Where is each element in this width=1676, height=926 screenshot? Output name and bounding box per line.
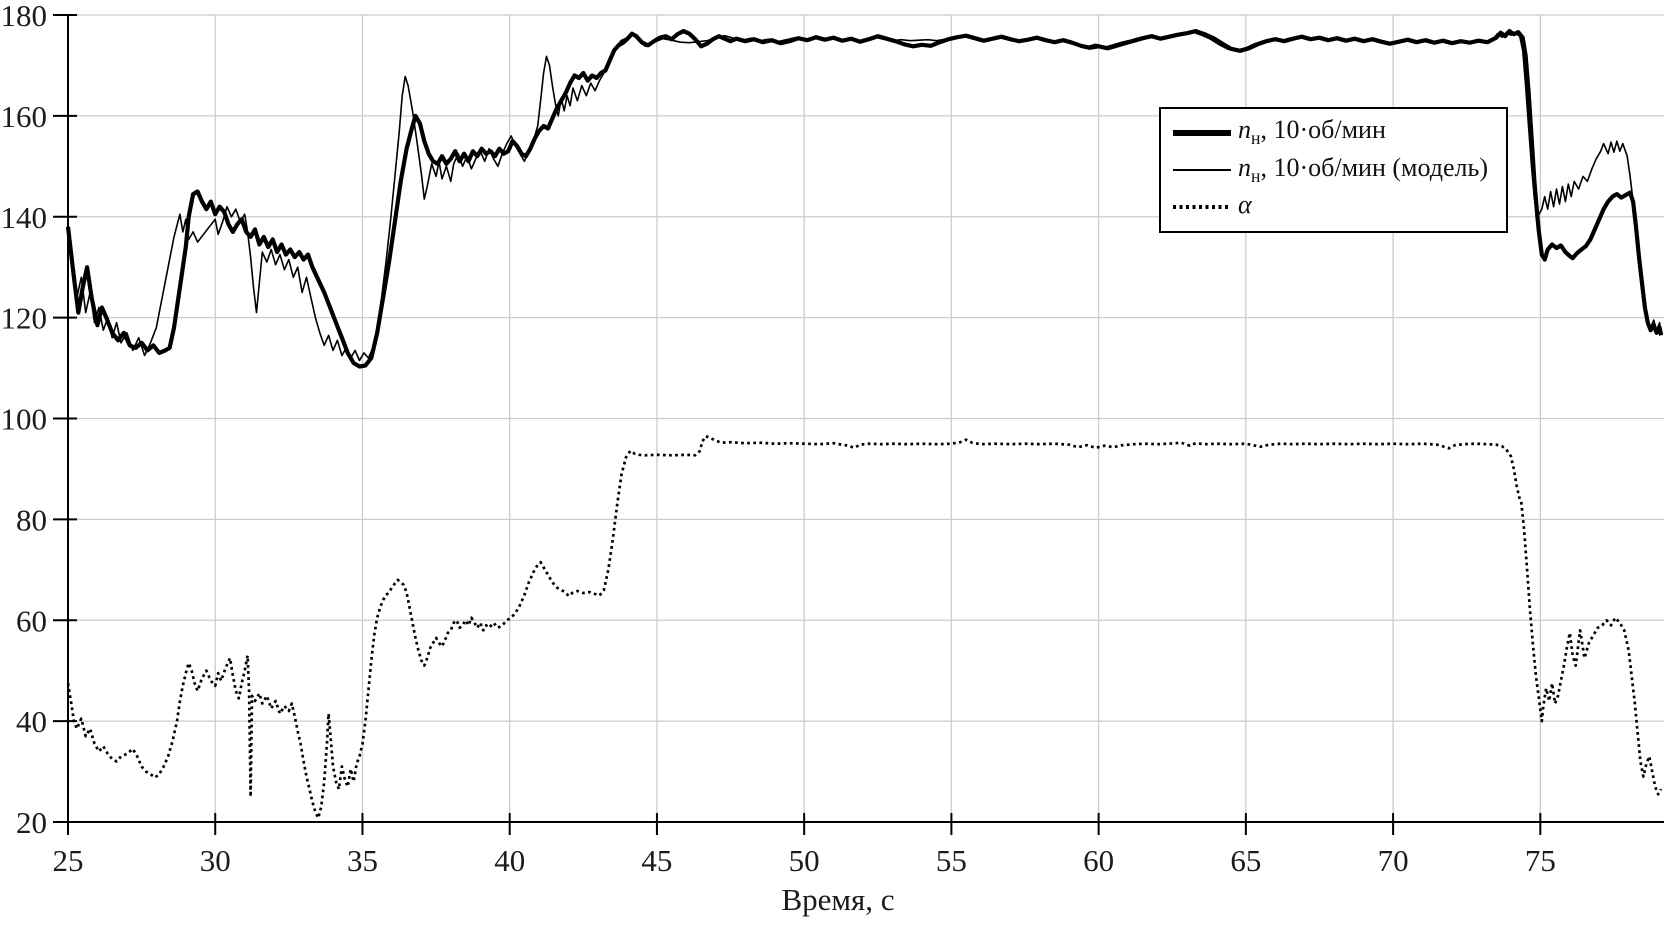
- legend-thin-line-sample: [1173, 168, 1231, 171]
- y-tick-label: 60: [16, 603, 47, 638]
- x-tick-label: 45: [641, 843, 672, 878]
- y-tick-label: 80: [16, 502, 47, 537]
- legend-item-alpha: α: [1173, 189, 1502, 223]
- y-tick-label: 140: [1, 200, 48, 235]
- legend-item-nh-model: nн, 10·об/мин (модель): [1173, 152, 1502, 186]
- y-tick-label: 20: [16, 805, 47, 840]
- x-tick-label: 70: [1378, 843, 1409, 878]
- legend-thick-line-sample: [1173, 129, 1231, 136]
- y-tick-label: 160: [1, 99, 48, 134]
- x-tick-label: 55: [936, 843, 967, 878]
- x-tick-label: 75: [1525, 843, 1556, 878]
- x-tick-label: 30: [200, 843, 231, 878]
- legend-item-nh-measured: nн, 10·об/мин: [1173, 117, 1502, 148]
- x-tick-label: 60: [1083, 843, 1114, 878]
- legend-label: nн, 10·об/мин: [1238, 115, 1386, 149]
- x-tick-label: 25: [53, 843, 84, 878]
- x-tick-label: 40: [494, 843, 525, 878]
- x-axis-title: Время, с: [781, 882, 895, 917]
- y-tick-label: 180: [1, 0, 48, 33]
- x-tick-label: 65: [1230, 843, 1261, 878]
- legend-label: nн, 10·об/мин (модель): [1238, 152, 1488, 186]
- legend-label: α: [1238, 189, 1252, 219]
- x-tick-label: 35: [347, 843, 378, 878]
- y-tick-label: 120: [1, 301, 48, 336]
- series-line-alpha: [66, 434, 1663, 820]
- y-tick-label: 100: [1, 402, 48, 437]
- series-line-nh-model: [67, 31, 1662, 362]
- x-tick-label: 50: [789, 843, 820, 878]
- legend: nн, 10·об/мин nн, 10·об/мин (модель) α: [1159, 107, 1508, 233]
- y-tick-label: 40: [16, 704, 47, 739]
- legend-dotted-line-sample: [1173, 205, 1231, 210]
